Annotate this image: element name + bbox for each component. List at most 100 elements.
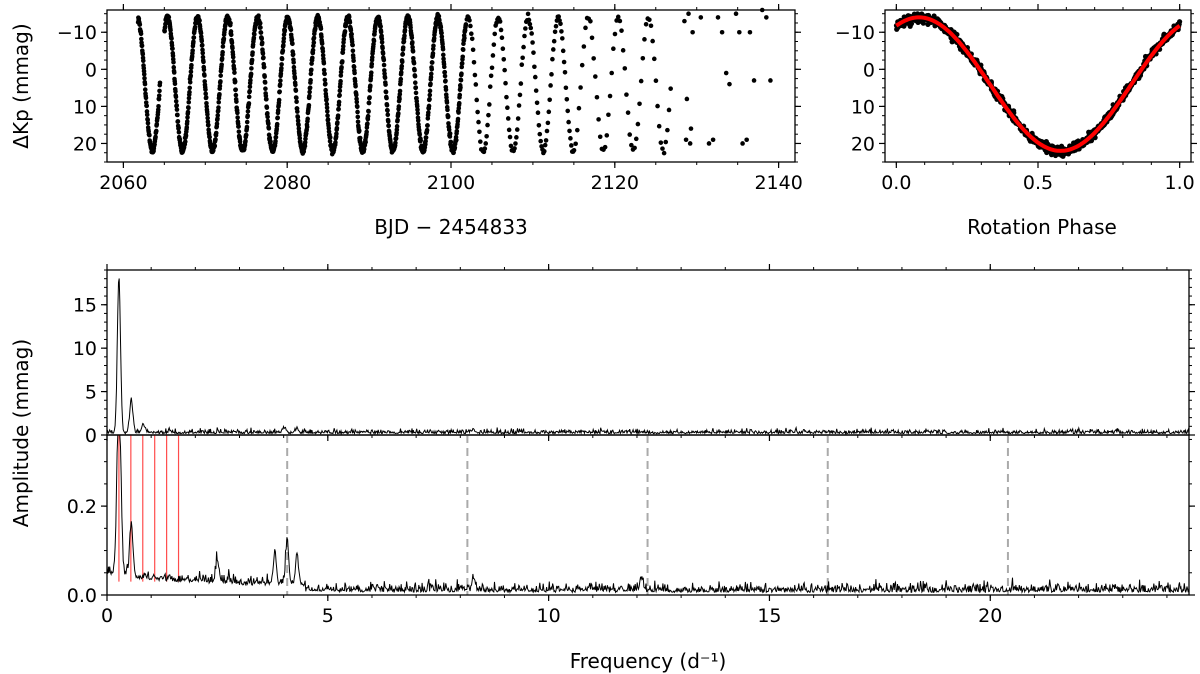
light-curve-point bbox=[371, 38, 377, 44]
light-curve-point bbox=[232, 79, 238, 84]
light-curve-point bbox=[247, 84, 253, 90]
light-curve-point bbox=[156, 103, 161, 109]
light-curve-point bbox=[560, 48, 566, 54]
light-curve-point bbox=[536, 122, 542, 128]
light-curve-point bbox=[138, 31, 144, 37]
light-curve-point bbox=[323, 81, 328, 87]
light-curve-point bbox=[412, 73, 418, 79]
light-curve-point bbox=[320, 49, 326, 54]
light-curve-point bbox=[363, 139, 368, 145]
light-curve-point bbox=[384, 102, 390, 108]
light-curve-point bbox=[640, 55, 646, 61]
light-curve-point bbox=[324, 105, 330, 110]
light-curve-point bbox=[445, 107, 450, 113]
light-curve-point bbox=[552, 29, 558, 35]
y-tick-label: 5 bbox=[85, 382, 97, 404]
light-curve-point bbox=[408, 25, 413, 30]
light-curve-point bbox=[542, 142, 548, 148]
light-curve-point bbox=[297, 136, 303, 141]
light-curve-point bbox=[633, 136, 639, 142]
light-curve-point bbox=[302, 143, 308, 149]
light-curve-point bbox=[459, 71, 464, 77]
light-curve-point bbox=[386, 123, 392, 129]
light-curve-point bbox=[173, 94, 179, 100]
light-curve-point bbox=[306, 102, 312, 108]
light-curve-point bbox=[647, 17, 652, 23]
light-curve-point bbox=[469, 36, 475, 42]
light-curve-point bbox=[353, 83, 358, 89]
light-curve-point bbox=[355, 109, 360, 115]
light-curve-point bbox=[311, 40, 317, 45]
x-tick-label: 20 bbox=[978, 605, 1002, 627]
light-curve-point bbox=[514, 127, 520, 132]
light-curve-point bbox=[141, 71, 147, 77]
light-curve-point bbox=[668, 86, 673, 91]
light-curve-point bbox=[237, 139, 243, 144]
y-tick-label: −10 bbox=[835, 22, 875, 44]
light-curve-point bbox=[190, 48, 195, 53]
light-curve-point bbox=[354, 99, 360, 105]
light-curve-point bbox=[320, 52, 326, 58]
light-curve-point bbox=[188, 73, 194, 78]
light-curve-point bbox=[515, 116, 521, 121]
light-curve-point bbox=[319, 34, 324, 40]
light-curve-point bbox=[764, 15, 769, 20]
light-curve-point bbox=[460, 54, 466, 60]
y-tick-label: 10 bbox=[73, 338, 97, 360]
light-curve-point bbox=[567, 128, 572, 134]
light-curve-point bbox=[737, 29, 742, 35]
light-curve-point bbox=[233, 87, 238, 92]
light-curve-point bbox=[229, 40, 235, 46]
light-curve-point bbox=[246, 101, 252, 106]
light-curve-point bbox=[650, 38, 655, 44]
light-curve-point bbox=[414, 104, 420, 109]
light-curve-point bbox=[574, 127, 580, 133]
light-curve-point bbox=[490, 53, 496, 58]
light-curve-point bbox=[296, 122, 301, 128]
light-curve-point bbox=[214, 121, 220, 127]
light-curve-point bbox=[476, 119, 481, 125]
light-curve-point bbox=[579, 62, 585, 68]
light-curve-point bbox=[489, 65, 495, 71]
light-curve-point bbox=[569, 143, 574, 148]
light-curve-point bbox=[337, 88, 343, 93]
light-curve-point bbox=[347, 20, 353, 25]
light-curve-point bbox=[279, 56, 285, 62]
light-curve-point bbox=[571, 147, 577, 153]
light-curve-point bbox=[342, 29, 348, 34]
light-curve-point bbox=[516, 103, 522, 108]
light-curve-point bbox=[216, 99, 222, 105]
light-curve-panel: 2060 2080 2100 2120 2140 −10 0 10 20 BJD − 24548… bbox=[9, 4, 803, 239]
light-curve-point bbox=[187, 79, 193, 85]
light-curve-point bbox=[607, 93, 613, 99]
light-curve-point bbox=[531, 50, 536, 55]
light-curve-point bbox=[663, 139, 669, 145]
light-curve-point bbox=[366, 109, 371, 114]
light-curve-point bbox=[335, 120, 340, 125]
light-curve-point bbox=[184, 125, 190, 130]
light-curve-point bbox=[213, 137, 218, 142]
light-curve-point bbox=[235, 110, 240, 116]
light-curve-point bbox=[219, 62, 224, 67]
light-curve-point bbox=[456, 110, 461, 115]
light-curve-point bbox=[402, 33, 407, 39]
light-curve-point bbox=[266, 121, 271, 127]
light-curve-point bbox=[142, 75, 147, 81]
x-tick-label: 1.0 bbox=[1165, 172, 1195, 194]
light-curve-point bbox=[176, 125, 181, 131]
light-curve-point bbox=[206, 122, 211, 128]
light-curve-point bbox=[154, 121, 160, 127]
light-curve-point bbox=[505, 105, 510, 111]
light-curve-point bbox=[310, 47, 316, 53]
light-curve-point bbox=[203, 95, 209, 100]
light-curve-point bbox=[310, 55, 315, 61]
light-curve-point bbox=[484, 133, 489, 139]
light-curve-point bbox=[379, 39, 385, 45]
light-curve-point bbox=[258, 25, 263, 30]
light-curve-point bbox=[642, 37, 647, 42]
light-curve-point bbox=[518, 81, 524, 86]
light-curve-point bbox=[544, 128, 550, 134]
light-curve-point bbox=[350, 42, 355, 48]
light-curve-point bbox=[236, 124, 241, 129]
